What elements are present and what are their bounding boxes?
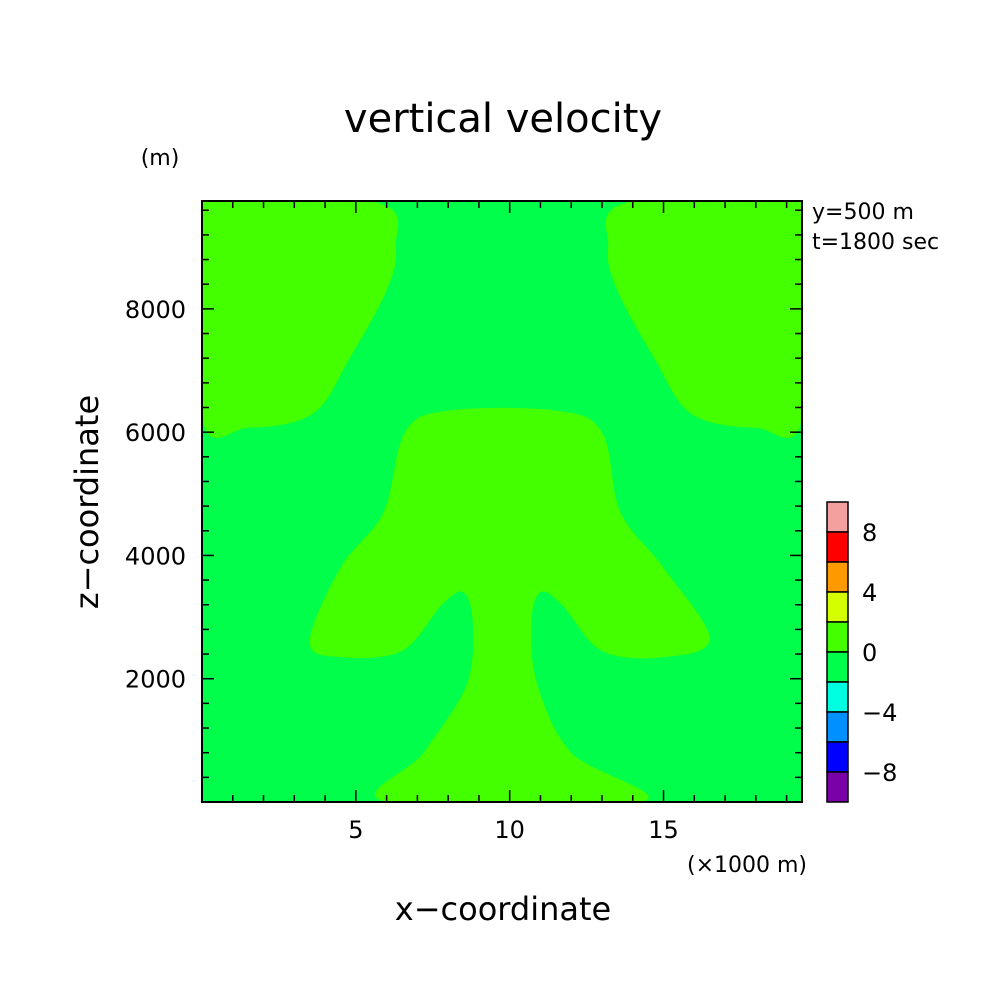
colorbar-label: 8 xyxy=(862,519,877,547)
x-tick-label: 10 xyxy=(494,816,525,844)
x-tick-label: 15 xyxy=(648,816,679,844)
y-tick-labels: 2000 4000 6000 8000 xyxy=(125,296,186,694)
contour-region-upper-left xyxy=(202,201,399,439)
colorbar-label: 0 xyxy=(862,639,877,667)
colorbar-label: 4 xyxy=(862,579,877,607)
colorbar-bin xyxy=(826,681,849,713)
colorbar-bin xyxy=(826,621,849,653)
colorbar: 8 4 0 −4 −8 xyxy=(826,501,897,803)
x-axis-title: x−coordinate xyxy=(395,890,611,928)
info-t-label: t=1800 sec xyxy=(812,230,939,255)
colorbar-bin xyxy=(826,741,849,773)
colorbar-bin xyxy=(826,501,849,533)
colorbar-bin xyxy=(826,771,849,803)
y-tick-label: 6000 xyxy=(125,419,186,447)
colorbar-bin xyxy=(826,531,849,563)
x-unit-label: (×1000 m) xyxy=(687,853,807,878)
info-y-label: y=500 m xyxy=(812,200,914,225)
colorbar-bin xyxy=(826,561,849,593)
plot-frame xyxy=(201,200,803,803)
y-tick-label: 4000 xyxy=(125,542,186,570)
contour-region-central-plume xyxy=(309,407,710,802)
colorbar-bin xyxy=(826,651,849,683)
chart-title: vertical velocity xyxy=(344,96,662,142)
colorbar-label: −8 xyxy=(862,759,897,787)
contour-region-upper-right xyxy=(605,201,802,439)
x-tick-labels: 5 10 15 xyxy=(348,816,679,844)
plot-area xyxy=(201,200,803,803)
y-axis-title: z−coordinate xyxy=(68,395,106,609)
colorbar-label: −4 xyxy=(862,699,897,727)
y-tick-label: 2000 xyxy=(125,666,186,694)
y-tick-label: 8000 xyxy=(125,296,186,324)
y-unit-label: (m) xyxy=(141,146,180,171)
colorbar-bin xyxy=(826,591,849,623)
x-tick-label: 5 xyxy=(348,816,363,844)
colorbar-bin xyxy=(826,711,849,743)
